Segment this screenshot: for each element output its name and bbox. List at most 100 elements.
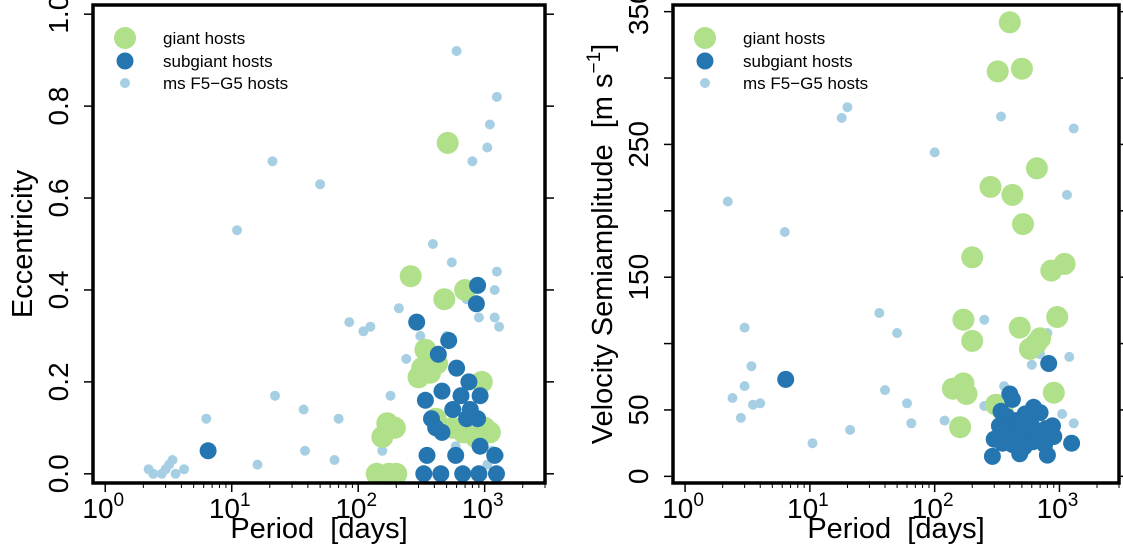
eccentricity-point-1-1	[408, 313, 426, 331]
eccentricity-x-tick-base-3: 10	[462, 493, 493, 524]
eccentricity-point-1-19	[471, 437, 489, 455]
velocity-x-axis-label: Period [days]	[807, 513, 984, 544]
eccentricity-point-1-7	[460, 373, 478, 391]
velocity-y-tick-label-4: 350	[623, 0, 654, 35]
velocity-point-0-17	[1042, 381, 1065, 404]
eccentricity-point-2-17	[333, 413, 344, 424]
eccentricity-point-1-26	[470, 465, 488, 483]
velocity-point-0-11	[961, 329, 984, 352]
eccentricity-x-tick-label-1: 101	[209, 490, 251, 524]
eccentricity-point-1-2	[440, 332, 458, 349]
eccentricity-point-1-23	[415, 465, 433, 483]
velocity-legend-marker-1	[696, 52, 714, 70]
velocity-point-2-14	[880, 385, 890, 396]
eccentricity-legend: giant hosts subgiant hosts ms F5−G5 hosts	[114, 27, 288, 93]
eccentricity-legend-label-0: giant hosts	[163, 29, 245, 48]
velocity-point-2-31	[1068, 418, 1079, 429]
eccentricity-plot-frame	[91, 3, 547, 485]
velocity-legend-label-1: subgiant hosts	[743, 52, 853, 71]
eccentricity-x-tick-exp-1: 1	[240, 490, 251, 511]
eccentricity-point-1-9	[452, 387, 470, 405]
eccentricity-point-2-14	[300, 445, 310, 456]
eccentricity-x-tick-label-0: 100	[82, 490, 124, 524]
eccentricity-point-2-11	[270, 390, 280, 401]
velocity-plot-frame	[671, 3, 1121, 485]
velocity-point-0-16	[1046, 306, 1069, 328]
eccentricity-x-tick-exp-0: 0	[114, 490, 125, 511]
eccentricity-point-1-22	[486, 446, 504, 464]
velocity-point-1-34	[1011, 445, 1029, 463]
velocity-point-0-22	[949, 416, 972, 439]
eccentricity-point-2-36	[489, 285, 500, 295]
velocity-point-0-0	[998, 11, 1021, 34]
eccentricity-point-2-32	[473, 312, 484, 323]
eccentricity-y-tick-label-1: 0.2	[43, 362, 74, 401]
eccentricity-points	[143, 46, 505, 485]
eccentricity-x-axis-label: Period [days]	[230, 513, 407, 544]
eccentricity-point-2-16	[329, 455, 340, 465]
eccentricity-point-2-35	[489, 312, 500, 323]
velocity-point-0-3	[1025, 157, 1048, 180]
velocity-point-2-27	[1057, 409, 1068, 419]
eccentricity-point-1-3	[429, 345, 447, 363]
velocity-point-2-0	[722, 196, 733, 207]
eccentricity-point-2-6	[170, 468, 181, 479]
velocity-point-2-11	[842, 102, 853, 113]
velocity-x-tick-exp-3: 3	[1068, 490, 1079, 511]
eccentricity-y-tick-label-4: 0.8	[43, 87, 74, 126]
velocity-point-2-19	[939, 415, 950, 426]
eccentricity-point-0-2	[433, 288, 456, 311]
velocity-point-2-18	[929, 147, 940, 158]
velocity-point-1-32	[1063, 434, 1081, 452]
eccentricity-point-1-6	[448, 359, 466, 377]
velocity-y-tick-label-2: 150	[623, 254, 654, 301]
eccentricity-point-1-12	[444, 401, 462, 418]
velocity-point-1-3	[1003, 390, 1021, 408]
eccentricity-point-2-15	[315, 179, 326, 190]
eccentricity-point-1-20	[418, 446, 436, 464]
velocity-point-2-3	[739, 322, 750, 333]
velocity-legend-marker-0	[694, 27, 716, 49]
velocity-point-2-28	[1062, 189, 1072, 200]
eccentricity-point-1-4	[469, 276, 487, 294]
velocity-point-1-35	[1038, 446, 1056, 464]
eccentricity-point-2-18	[344, 317, 355, 328]
eccentricity-legend-marker-2	[120, 78, 130, 88]
velocity-point-2-22	[996, 111, 1006, 122]
velocity-x-tick-exp-2: 2	[943, 490, 954, 511]
velocity-point-2-13	[874, 308, 885, 318]
velocity-point-0-10	[952, 308, 975, 331]
velocity-point-2-8	[779, 227, 790, 237]
eccentricity-y-tick-label-2: 0.4	[43, 270, 74, 309]
eccentricity-point-2-33	[482, 142, 493, 153]
velocity-x-tick-exp-0: 0	[693, 490, 704, 511]
velocity-point-2-15	[892, 328, 903, 338]
eccentricity-point-2-29	[451, 46, 462, 56]
velocity-point-1-1	[1040, 355, 1058, 372]
velocity-y-label-suffix: ]	[587, 44, 619, 52]
velocity-point-1-33	[983, 447, 1001, 465]
eccentricity-point-2-9	[252, 459, 263, 470]
eccentricity-point-0-1	[399, 265, 422, 288]
velocity-x-tick-base-3: 10	[1037, 493, 1068, 524]
velocity-point-0-5	[1001, 183, 1024, 206]
eccentricity-point-1-5	[467, 295, 485, 313]
eccentricity-legend-marker-1	[116, 52, 134, 70]
eccentricity-point-2-26	[415, 330, 426, 341]
eccentricity-point-0-12	[383, 416, 406, 439]
velocity-point-0-9	[1040, 259, 1063, 282]
eccentricity-y-axis-label: Eccentricity	[7, 169, 39, 318]
velocity-point-0-7	[961, 246, 984, 269]
velocity-point-2-10	[836, 112, 847, 123]
eccentricity-point-1-10	[471, 387, 489, 405]
velocity-point-1-0	[777, 370, 795, 388]
eccentricity-point-2-37	[491, 91, 502, 102]
eccentricity-point-2-1	[148, 468, 159, 479]
velocity-point-2-17	[906, 418, 917, 429]
eccentricity-legend-marker-0	[114, 27, 136, 49]
velocity-point-0-4	[979, 175, 1002, 198]
eccentricity-point-1-25	[454, 465, 472, 483]
chart-eccentricity: 100 101 102 103 0.00.20.40.60.81.0 Period […	[7, 0, 554, 544]
velocity-x-ticks: 100 101 102 103	[662, 483, 1120, 524]
